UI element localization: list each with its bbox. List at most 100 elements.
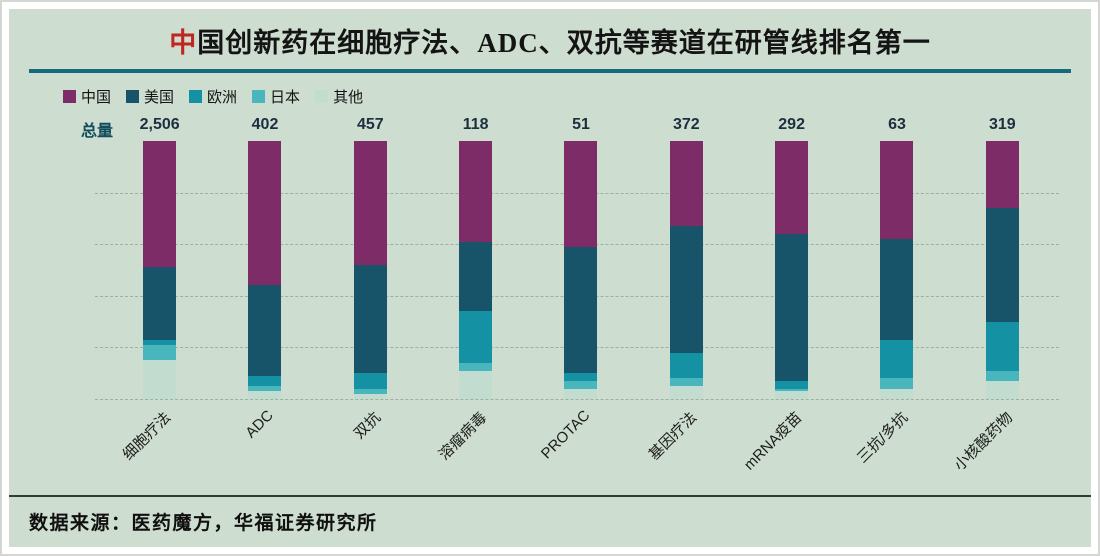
total-value: 319 — [988, 116, 1016, 133]
category-label: 细胞疗法 — [119, 409, 174, 464]
bar-segment-europe — [880, 339, 914, 379]
category-label: ADC — [242, 407, 278, 442]
plot-grid-area: 2,506 402 457 118 51 372 292 63 319 细胞疗法 ADC 双抗 溶瘤病… — [95, 116, 1059, 474]
bar-segment-europe — [985, 321, 1019, 371]
chart-panel: 中国创新药在细胞疗法、ADC、双抗等赛道在研管线排名第一 中国 美国 欧洲 日本 其他 … — [9, 9, 1091, 547]
stacked-bar — [985, 141, 1019, 399]
bar-segment-japan — [353, 388, 387, 394]
totals-label: 总量 — [81, 123, 114, 140]
bar-segment-europe — [564, 373, 598, 381]
category-label: mRNA疫苗 — [741, 409, 806, 474]
category-label: 小核酸药物 — [951, 409, 1017, 475]
bar-segment-japan — [564, 380, 598, 389]
bar-segment-europe — [459, 311, 493, 363]
category-label: 双抗 — [351, 409, 385, 443]
legend-label-usa: 美国 — [144, 89, 175, 106]
bar-segment-other — [143, 360, 177, 399]
legend-swatch-other — [315, 90, 329, 103]
footer: 数据来源：医药魔方，华福证券研究所 — [9, 495, 1091, 535]
bar-column: PROTAC — [528, 141, 633, 462]
bar-column: 小核酸药物 — [950, 141, 1055, 474]
stacked-bar — [564, 141, 598, 399]
legend: 中国 美国 欧洲 日本 其他 — [63, 86, 1091, 107]
bar-segment-usa — [459, 241, 493, 312]
bar-segment-other — [775, 391, 809, 399]
bar-segment-europe — [353, 373, 387, 389]
legend-label-japan: 日本 — [270, 89, 301, 106]
legend-item-china: 中国 — [63, 86, 111, 107]
bar-segment-other — [564, 388, 598, 399]
bar-column: 细胞疗法 — [107, 141, 212, 464]
bar-columns: 细胞疗法 ADC 双抗 溶瘤病毒 PROTAC 基因疗法 mRNA疫苗 三抗/多抗 小核酸药物 — [107, 141, 1055, 474]
bar-segment-usa — [669, 226, 703, 353]
bar-segment-china — [248, 141, 282, 286]
bar-segment-china — [564, 141, 598, 247]
legend-item-other: 其他 — [315, 86, 363, 107]
bar-segment-japan — [248, 386, 282, 392]
bar-column: 三抗/多抗 — [844, 141, 949, 467]
bar-segment-china — [143, 141, 177, 268]
legend-swatch-usa — [126, 90, 140, 103]
total-value: 2,506 — [139, 116, 180, 133]
category-label: PROTAC — [537, 407, 594, 463]
legend-item-japan: 日本 — [252, 86, 300, 107]
gridline — [95, 399, 1059, 400]
bar-segment-usa — [985, 208, 1019, 322]
stacked-bar — [353, 141, 387, 399]
stacked-bar — [143, 141, 177, 399]
bar-segment-other — [459, 370, 493, 399]
stacked-bar — [459, 141, 493, 399]
title-highlight: 中 — [169, 28, 198, 58]
bar-segment-japan — [985, 370, 1019, 381]
bar-segment-other — [880, 388, 914, 399]
stacked-bar — [669, 141, 703, 399]
legend-swatch-europe — [189, 90, 203, 103]
title-divider — [29, 69, 1071, 73]
total-value: 402 — [251, 116, 279, 133]
legend-item-usa: 美国 — [126, 86, 174, 107]
category-label: 基因疗法 — [645, 409, 701, 464]
bar-segment-china — [880, 141, 914, 240]
bar-column: ADC — [212, 141, 317, 441]
page-title: 中国创新药在细胞疗法、ADC、双抗等赛道在研管线排名第一 — [9, 9, 1091, 60]
bar-segment-other — [985, 380, 1019, 399]
bar-segment-japan — [775, 388, 809, 392]
legend-label-other: 其他 — [333, 89, 364, 106]
bar-segment-europe — [143, 339, 177, 345]
category-label: 三抗/多抗 — [853, 409, 912, 467]
bar-segment-usa — [775, 233, 809, 381]
bar-segment-usa — [248, 285, 282, 376]
legend-label-europe: 欧洲 — [207, 89, 238, 106]
category-label: 溶瘤病毒 — [435, 409, 490, 464]
bar-column: mRNA疫苗 — [739, 141, 844, 474]
bar-segment-japan — [459, 362, 493, 371]
bar-segment-china — [353, 141, 387, 265]
total-value: 51 — [572, 116, 590, 133]
total-value: 372 — [672, 116, 700, 133]
bar-segment-japan — [880, 378, 914, 389]
bar-column: 双抗 — [318, 141, 423, 442]
footer-divider — [9, 495, 1091, 497]
total-value: 457 — [356, 116, 384, 133]
bar-segment-europe — [669, 352, 703, 379]
bar-segment-usa — [564, 246, 598, 374]
stacked-bar — [775, 141, 809, 399]
bar-column: 基因疗法 — [634, 141, 739, 464]
bar-segment-usa — [880, 239, 914, 340]
stacked-bar — [248, 141, 282, 399]
legend-label-china: 中国 — [81, 89, 112, 106]
legend-item-europe: 欧洲 — [189, 86, 237, 107]
totals-row: 2,506 402 457 118 51 372 292 63 319 — [107, 116, 1055, 134]
legend-swatch-china — [63, 90, 76, 103]
bar-segment-usa — [143, 267, 177, 340]
bar-segment-china — [775, 141, 809, 234]
bar-segment-europe — [775, 380, 809, 389]
total-value: 118 — [462, 116, 489, 133]
bar-segment-china — [459, 141, 493, 242]
title-text: 国创新药在细胞疗法、ADC、双抗等赛道在研管线排名第一 — [197, 28, 931, 58]
bar-segment-other — [248, 391, 282, 399]
stacked-bar — [880, 141, 914, 399]
bar-segment-china — [669, 141, 703, 227]
bar-segment-japan — [669, 378, 703, 387]
